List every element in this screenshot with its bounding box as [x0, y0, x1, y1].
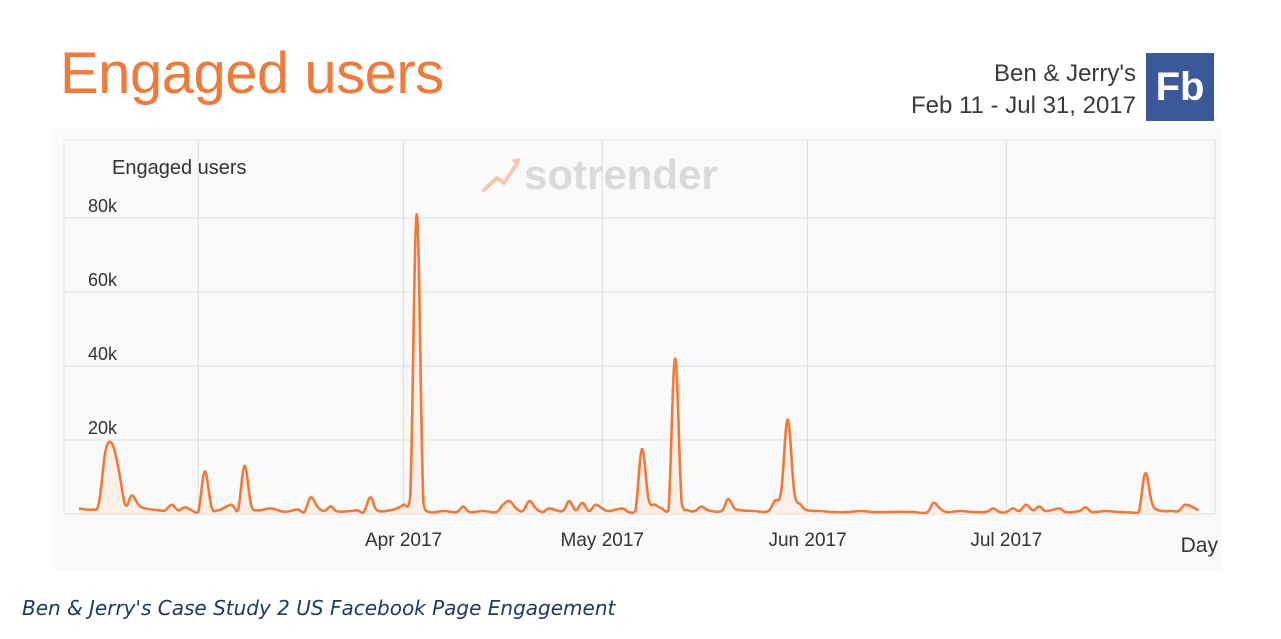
series-line	[78, 212, 1200, 515]
x-axis-label: Day	[1181, 534, 1219, 557]
y-tick-label: 80k	[88, 196, 118, 216]
watermark-text: sotrender	[524, 151, 718, 198]
y-axis-ticks: 20k 40k 60k 80k	[88, 196, 118, 438]
x-tick-label: Apr 2017	[365, 530, 442, 551]
trend-arrow-head-icon	[511, 158, 520, 167]
y-tick-label: 40k	[88, 344, 118, 364]
trend-arrow-icon	[482, 160, 520, 192]
page-title: Engaged users	[60, 41, 444, 106]
y-axis-label: Engaged users	[112, 157, 247, 179]
chart-panel: sotrender 20k 40k 60k 80k Apr 2017 May 2017 J…	[52, 128, 1222, 570]
x-tick-label: May 2017	[561, 530, 644, 551]
x-axis-ticks: Apr 2017 May 2017 Jun 2017 Jul 2017	[365, 530, 1042, 551]
x-tick-label: Jul 2017	[970, 530, 1042, 551]
y-tick-label: 60k	[88, 270, 118, 290]
brand-block: Ben & Jerry's Feb 11 - Jul 31, 2017	[911, 58, 1136, 122]
engaged-users-chart: sotrender 20k 40k 60k 80k Apr 2017 May 2017 J…	[63, 139, 1219, 557]
y-tick-label: 20k	[88, 418, 118, 438]
x-tick-label: Jun 2017	[768, 530, 846, 551]
sotrender-watermark: sotrender	[482, 151, 718, 198]
figure-caption: Ben & Jerry's Case Study 2 US Facebook P…	[22, 596, 616, 620]
brand-name: Ben & Jerry's	[994, 60, 1136, 87]
facebook-logo-icon: Fb	[1146, 53, 1214, 121]
date-range: Feb 11 - Jul 31, 2017	[910, 92, 1136, 119]
